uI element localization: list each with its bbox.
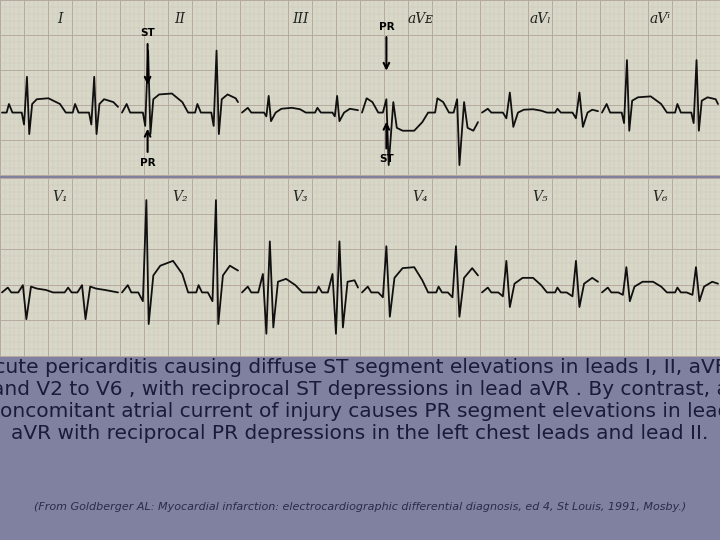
Text: V₅: V₅ (532, 190, 548, 204)
Text: and V2 to V6 , with reciprocal ST depressions in lead aVR . By contrast, a: and V2 to V6 , with reciprocal ST depres… (0, 380, 720, 399)
Text: III: III (292, 12, 308, 26)
Text: PR: PR (379, 22, 395, 69)
Text: V₄: V₄ (412, 190, 428, 204)
Text: V₂: V₂ (172, 190, 188, 204)
Text: I: I (58, 12, 63, 26)
Bar (600, 178, 720, 356)
Bar (0, 0, 120, 175)
Bar (480, 178, 600, 356)
Bar (240, 178, 360, 356)
Bar (480, 0, 600, 175)
Bar (360, 0, 480, 175)
Text: aVᴇ: aVᴇ (407, 12, 433, 26)
Bar (0, 178, 120, 356)
Bar (120, 0, 240, 175)
Text: aVⁱ: aVⁱ (649, 12, 670, 26)
Text: concomitant atrial current of injury causes PR segment elevations in lead: concomitant atrial current of injury cau… (0, 402, 720, 421)
Text: aVR with reciprocal PR depressions in the left chest leads and lead II.: aVR with reciprocal PR depressions in th… (12, 424, 708, 443)
Bar (120, 178, 240, 356)
Bar (240, 0, 360, 175)
Text: (From Goldberger AL: Myocardial infarction: electrocardiographic differential di: (From Goldberger AL: Myocardial infarcti… (34, 502, 686, 512)
Text: PR: PR (140, 131, 156, 167)
Text: V₁: V₁ (52, 190, 68, 204)
Text: ST: ST (140, 29, 155, 83)
Text: Acute pericarditis causing diffuse ST segment elevations in leads I, II, aVF ,: Acute pericarditis causing diffuse ST se… (0, 358, 720, 377)
Bar (600, 0, 720, 175)
Bar (0, 354, 720, 540)
Text: aVₗ: aVₗ (529, 12, 551, 26)
Text: V₃: V₃ (292, 190, 308, 204)
Text: ST: ST (379, 124, 394, 164)
Text: II: II (174, 12, 186, 26)
Text: V₆: V₆ (652, 190, 668, 204)
Bar (360, 178, 480, 356)
